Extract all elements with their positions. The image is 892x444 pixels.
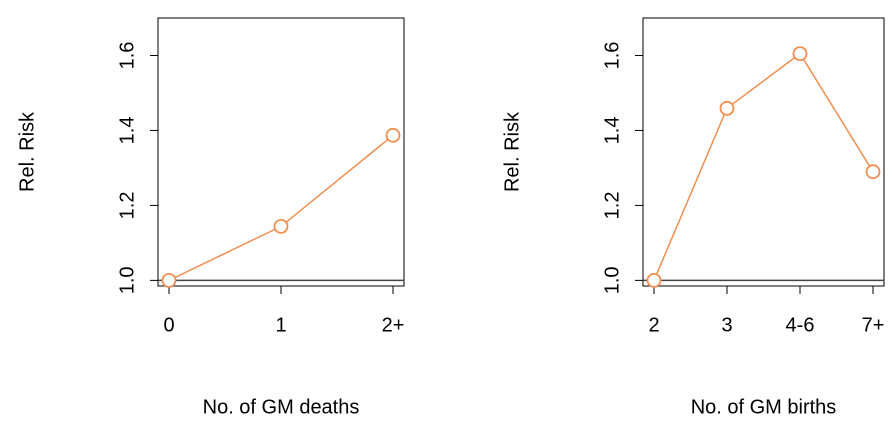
data-point	[161, 272, 177, 288]
x-tick-label: 2+	[382, 314, 405, 336]
data-point	[719, 100, 735, 116]
y-axis-title: Rel. Risk	[16, 111, 38, 192]
x-tick-label: 0	[163, 314, 174, 336]
data-point	[865, 164, 881, 180]
plot-frame	[642, 17, 885, 287]
data-point	[646, 272, 662, 288]
data-point	[792, 46, 808, 62]
data-point	[385, 127, 401, 143]
y-tick-label: 1.2	[601, 192, 623, 220]
x-tick-label: 7+	[862, 314, 885, 336]
series-line	[653, 52, 874, 281]
x-tick-label: 2	[648, 314, 659, 336]
data-point	[273, 219, 289, 234]
y-tick-label: 1.4	[601, 117, 623, 145]
y-tick-label: 1.0	[116, 266, 138, 294]
x-tick-label: 1	[275, 314, 286, 336]
x-axis-title: No. of GM deaths	[203, 396, 360, 418]
y-tick-label: 1.0	[601, 266, 623, 294]
y-axis-title: Rel. Risk	[501, 111, 523, 192]
x-tick-label: 4-6	[786, 314, 815, 336]
y-tick-label: 1.6	[601, 42, 623, 70]
y-tick-label: 1.6	[116, 42, 138, 70]
x-axis-title: No. of GM births	[691, 396, 837, 418]
y-tick-label: 1.2	[116, 192, 138, 220]
plot-frame	[157, 17, 405, 287]
y-tick-label: 1.4	[116, 117, 138, 145]
series-line	[168, 134, 394, 282]
x-tick-label: 3	[721, 314, 732, 336]
